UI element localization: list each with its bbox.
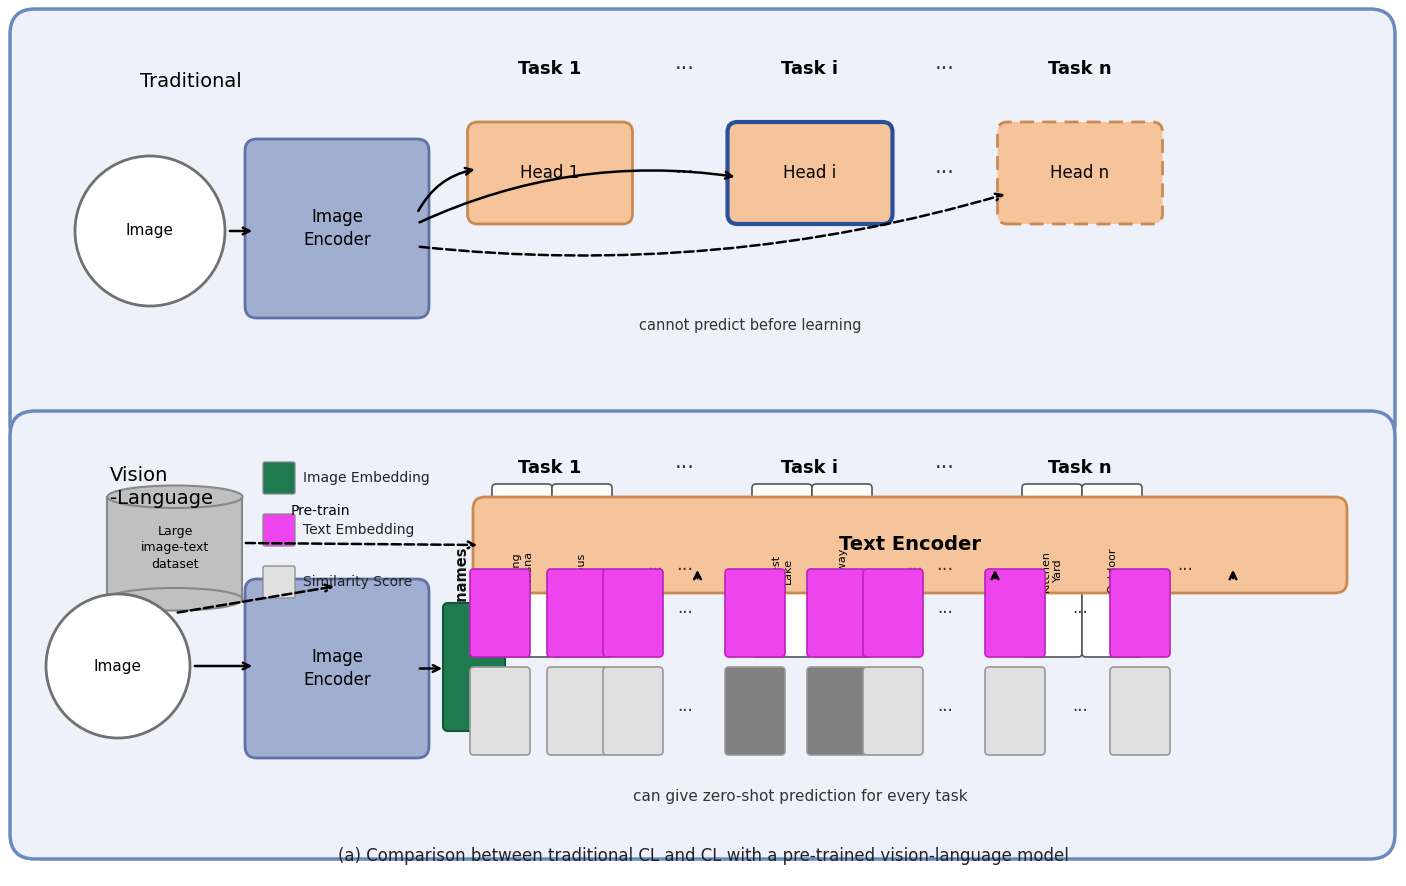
Text: Forest
Lake: Forest Lake xyxy=(770,554,793,587)
Ellipse shape xyxy=(107,486,242,508)
FancyBboxPatch shape xyxy=(1022,484,1083,657)
Text: Large
image-text
dataset: Large image-text dataset xyxy=(141,525,209,571)
FancyBboxPatch shape xyxy=(263,566,295,598)
Text: ···: ··· xyxy=(907,562,922,579)
Text: Task i: Task i xyxy=(782,459,838,477)
Text: ···: ··· xyxy=(557,604,572,622)
Text: Image
Encoder: Image Encoder xyxy=(304,648,371,689)
FancyBboxPatch shape xyxy=(863,569,922,657)
FancyBboxPatch shape xyxy=(553,484,612,657)
Text: ···: ··· xyxy=(678,604,693,622)
FancyBboxPatch shape xyxy=(752,484,813,657)
Text: Task 1: Task 1 xyxy=(519,60,582,78)
FancyBboxPatch shape xyxy=(1109,569,1170,657)
FancyBboxPatch shape xyxy=(603,667,664,755)
FancyBboxPatch shape xyxy=(863,667,922,755)
FancyBboxPatch shape xyxy=(443,603,505,731)
FancyBboxPatch shape xyxy=(472,497,1347,593)
Text: Similarity Score: Similarity Score xyxy=(304,575,412,589)
FancyBboxPatch shape xyxy=(986,667,1045,755)
Text: Head 1: Head 1 xyxy=(520,164,579,182)
Text: ···: ··· xyxy=(935,163,955,183)
Text: ···: ··· xyxy=(936,562,953,579)
Text: ···: ··· xyxy=(675,458,695,478)
Text: Vision
-Language: Vision -Language xyxy=(110,466,212,509)
Text: ···: ··· xyxy=(675,59,695,79)
Text: ···: ··· xyxy=(676,562,693,579)
FancyBboxPatch shape xyxy=(470,569,530,657)
Text: Image: Image xyxy=(94,658,142,673)
FancyBboxPatch shape xyxy=(10,411,1395,859)
Text: Task n: Task n xyxy=(1049,459,1112,477)
FancyBboxPatch shape xyxy=(10,9,1395,449)
Text: Airbus: Airbus xyxy=(576,553,586,588)
FancyBboxPatch shape xyxy=(725,569,785,657)
Text: Text Encoder: Text Encoder xyxy=(839,535,981,555)
Text: Task i: Task i xyxy=(782,60,838,78)
FancyBboxPatch shape xyxy=(807,569,868,657)
Text: Outdoor: Outdoor xyxy=(1107,548,1116,594)
Text: ···: ··· xyxy=(813,604,828,622)
Text: ···: ··· xyxy=(1177,562,1192,579)
Text: Highway: Highway xyxy=(837,547,846,595)
Ellipse shape xyxy=(46,594,190,738)
Text: Pre-train: Pre-train xyxy=(290,504,350,518)
Text: ···: ··· xyxy=(647,562,662,579)
Text: Head i: Head i xyxy=(783,164,837,182)
FancyBboxPatch shape xyxy=(547,667,607,755)
FancyBboxPatch shape xyxy=(807,667,868,755)
Text: Boeing
Cessna: Boeing Cessna xyxy=(510,550,533,591)
Polygon shape xyxy=(107,497,242,599)
Text: ···: ··· xyxy=(557,702,572,720)
Text: Text Embedding: Text Embedding xyxy=(304,523,415,537)
FancyBboxPatch shape xyxy=(470,667,530,755)
Text: Classnames: Classnames xyxy=(454,547,470,644)
Text: ···: ··· xyxy=(938,702,953,720)
FancyBboxPatch shape xyxy=(547,569,607,657)
Text: ···: ··· xyxy=(1073,702,1088,720)
FancyBboxPatch shape xyxy=(1109,667,1170,755)
FancyBboxPatch shape xyxy=(492,484,553,657)
FancyBboxPatch shape xyxy=(263,514,295,546)
Text: ···: ··· xyxy=(675,163,695,183)
Text: Traditional: Traditional xyxy=(141,72,242,91)
FancyBboxPatch shape xyxy=(263,462,295,494)
FancyBboxPatch shape xyxy=(986,569,1045,657)
FancyBboxPatch shape xyxy=(468,122,633,224)
FancyBboxPatch shape xyxy=(727,122,893,224)
Text: Task n: Task n xyxy=(1049,60,1112,78)
Text: Task 1: Task 1 xyxy=(519,459,582,477)
Text: Kitchen
Yard: Kitchen Yard xyxy=(1040,549,1063,592)
Text: ···: ··· xyxy=(935,458,955,478)
Text: ···: ··· xyxy=(938,604,953,622)
Text: Image
Encoder: Image Encoder xyxy=(304,207,371,249)
FancyBboxPatch shape xyxy=(725,667,785,755)
FancyBboxPatch shape xyxy=(245,139,429,318)
FancyBboxPatch shape xyxy=(603,569,664,657)
FancyBboxPatch shape xyxy=(245,579,429,758)
Text: ···: ··· xyxy=(813,702,828,720)
Text: Image: Image xyxy=(127,223,174,238)
Ellipse shape xyxy=(75,156,225,306)
FancyBboxPatch shape xyxy=(997,122,1163,224)
Text: (a) Comparison between traditional CL and CL with a pre-trained vision-language : (a) Comparison between traditional CL an… xyxy=(337,847,1069,865)
FancyBboxPatch shape xyxy=(813,484,872,657)
Text: ···: ··· xyxy=(1073,604,1088,622)
FancyBboxPatch shape xyxy=(1083,484,1142,657)
Text: Image Embedding: Image Embedding xyxy=(304,471,430,485)
Text: can give zero-shot prediction for every task: can give zero-shot prediction for every … xyxy=(633,789,967,804)
Text: Head n: Head n xyxy=(1050,164,1109,182)
Text: ···: ··· xyxy=(678,702,693,720)
Text: ···: ··· xyxy=(935,59,955,79)
Ellipse shape xyxy=(107,588,242,610)
Text: cannot predict before learning: cannot predict before learning xyxy=(638,318,862,333)
